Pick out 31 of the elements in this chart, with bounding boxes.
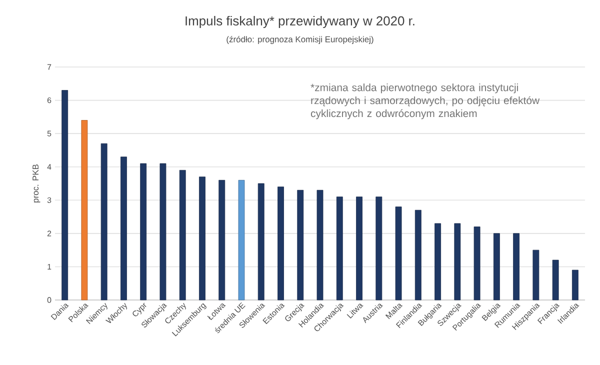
- y-axis-title: proc. PKB: [32, 164, 40, 202]
- bar: [100, 143, 108, 300]
- bar: [474, 226, 480, 300]
- bar: [81, 120, 88, 300]
- bar: [297, 190, 304, 300]
- bar: [552, 260, 559, 300]
- annotation: *zmiana salda pierwotnego sektora instytucji rządowych i samorządowych, po odjęciu efektów cyklicznych z odwróconym znakiem: [310, 84, 540, 120]
- bar: [434, 223, 441, 300]
- bar: [199, 176, 206, 300]
- bar: [513, 233, 520, 300]
- bar: [278, 186, 284, 300]
- chart-subtitle: (źródło: prognoza Komisji Europejskiej): [226, 36, 374, 44]
- bar: [316, 190, 324, 300]
- bar: [336, 196, 343, 300]
- bar: [218, 180, 226, 300]
- bar: [160, 163, 166, 300]
- bar: [493, 233, 500, 300]
- bar: [532, 250, 540, 300]
- bar: [454, 223, 461, 300]
- bar: [258, 183, 264, 300]
- bar: [179, 170, 186, 300]
- bar: [572, 270, 578, 300]
- bar: [356, 196, 362, 300]
- bar: [62, 90, 68, 300]
- bar: [120, 156, 127, 300]
- bar: [414, 210, 422, 300]
- bar: [395, 206, 402, 300]
- chart-title: Impuls fiskalny* przewidywany w 2020 r.: [186, 16, 414, 28]
- bar: [140, 163, 147, 300]
- bar: [376, 196, 382, 300]
- bar: [238, 180, 245, 300]
